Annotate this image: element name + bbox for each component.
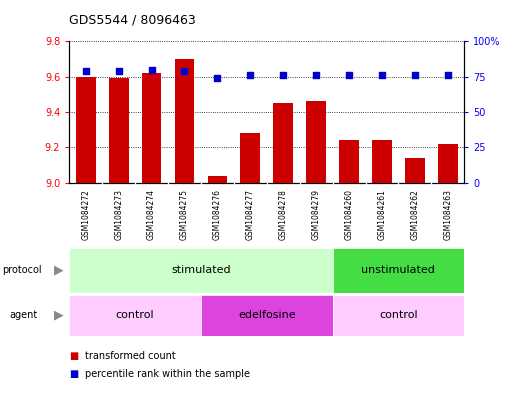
Point: [444, 72, 452, 78]
Point: [114, 68, 123, 74]
Text: GSM1084273: GSM1084273: [114, 189, 123, 240]
Text: GSM1084277: GSM1084277: [246, 189, 255, 240]
Text: GDS5544 / 8096463: GDS5544 / 8096463: [69, 14, 196, 27]
Point: [378, 72, 386, 78]
Text: GSM1084272: GSM1084272: [81, 189, 90, 240]
Point: [246, 72, 254, 78]
Bar: [273, 103, 293, 183]
Bar: [339, 140, 359, 183]
Text: protocol: protocol: [3, 265, 42, 275]
Text: ▶: ▶: [54, 309, 64, 322]
Text: GSM1084279: GSM1084279: [311, 189, 321, 240]
Bar: [332, 295, 464, 336]
Bar: [241, 133, 260, 183]
Bar: [69, 248, 332, 293]
Bar: [438, 144, 458, 183]
Point: [181, 68, 189, 74]
Text: agent: agent: [9, 310, 37, 320]
Text: edelfosine: edelfosine: [238, 310, 295, 320]
Text: GSM1084263: GSM1084263: [443, 189, 452, 240]
Text: GSM1084276: GSM1084276: [213, 189, 222, 240]
Text: GSM1084274: GSM1084274: [147, 189, 156, 240]
Point: [345, 72, 353, 78]
Text: percentile rank within the sample: percentile rank within the sample: [85, 369, 250, 379]
Bar: [405, 158, 425, 183]
Text: GSM1084260: GSM1084260: [345, 189, 353, 240]
Bar: [332, 248, 464, 293]
Text: GSM1084275: GSM1084275: [180, 189, 189, 240]
Text: GSM1084261: GSM1084261: [378, 189, 386, 240]
Bar: [201, 295, 332, 336]
Point: [279, 72, 287, 78]
Point: [312, 72, 320, 78]
Bar: [306, 101, 326, 183]
Bar: [372, 140, 392, 183]
Bar: [207, 176, 227, 183]
Text: ▶: ▶: [54, 264, 64, 277]
Bar: [109, 79, 128, 183]
Text: stimulated: stimulated: [171, 265, 231, 275]
Text: ■: ■: [69, 369, 78, 379]
Text: control: control: [116, 310, 154, 320]
Text: ■: ■: [69, 351, 78, 361]
Text: GSM1084278: GSM1084278: [279, 189, 288, 240]
Bar: [174, 59, 194, 183]
Point: [411, 72, 419, 78]
Point: [213, 75, 222, 81]
Bar: [142, 73, 162, 183]
Text: control: control: [379, 310, 418, 320]
Bar: [69, 295, 201, 336]
Text: unstimulated: unstimulated: [362, 265, 436, 275]
Point: [82, 68, 90, 74]
Point: [147, 66, 155, 73]
Text: transformed count: transformed count: [85, 351, 175, 361]
Text: GSM1084262: GSM1084262: [410, 189, 420, 240]
Bar: [76, 77, 95, 183]
